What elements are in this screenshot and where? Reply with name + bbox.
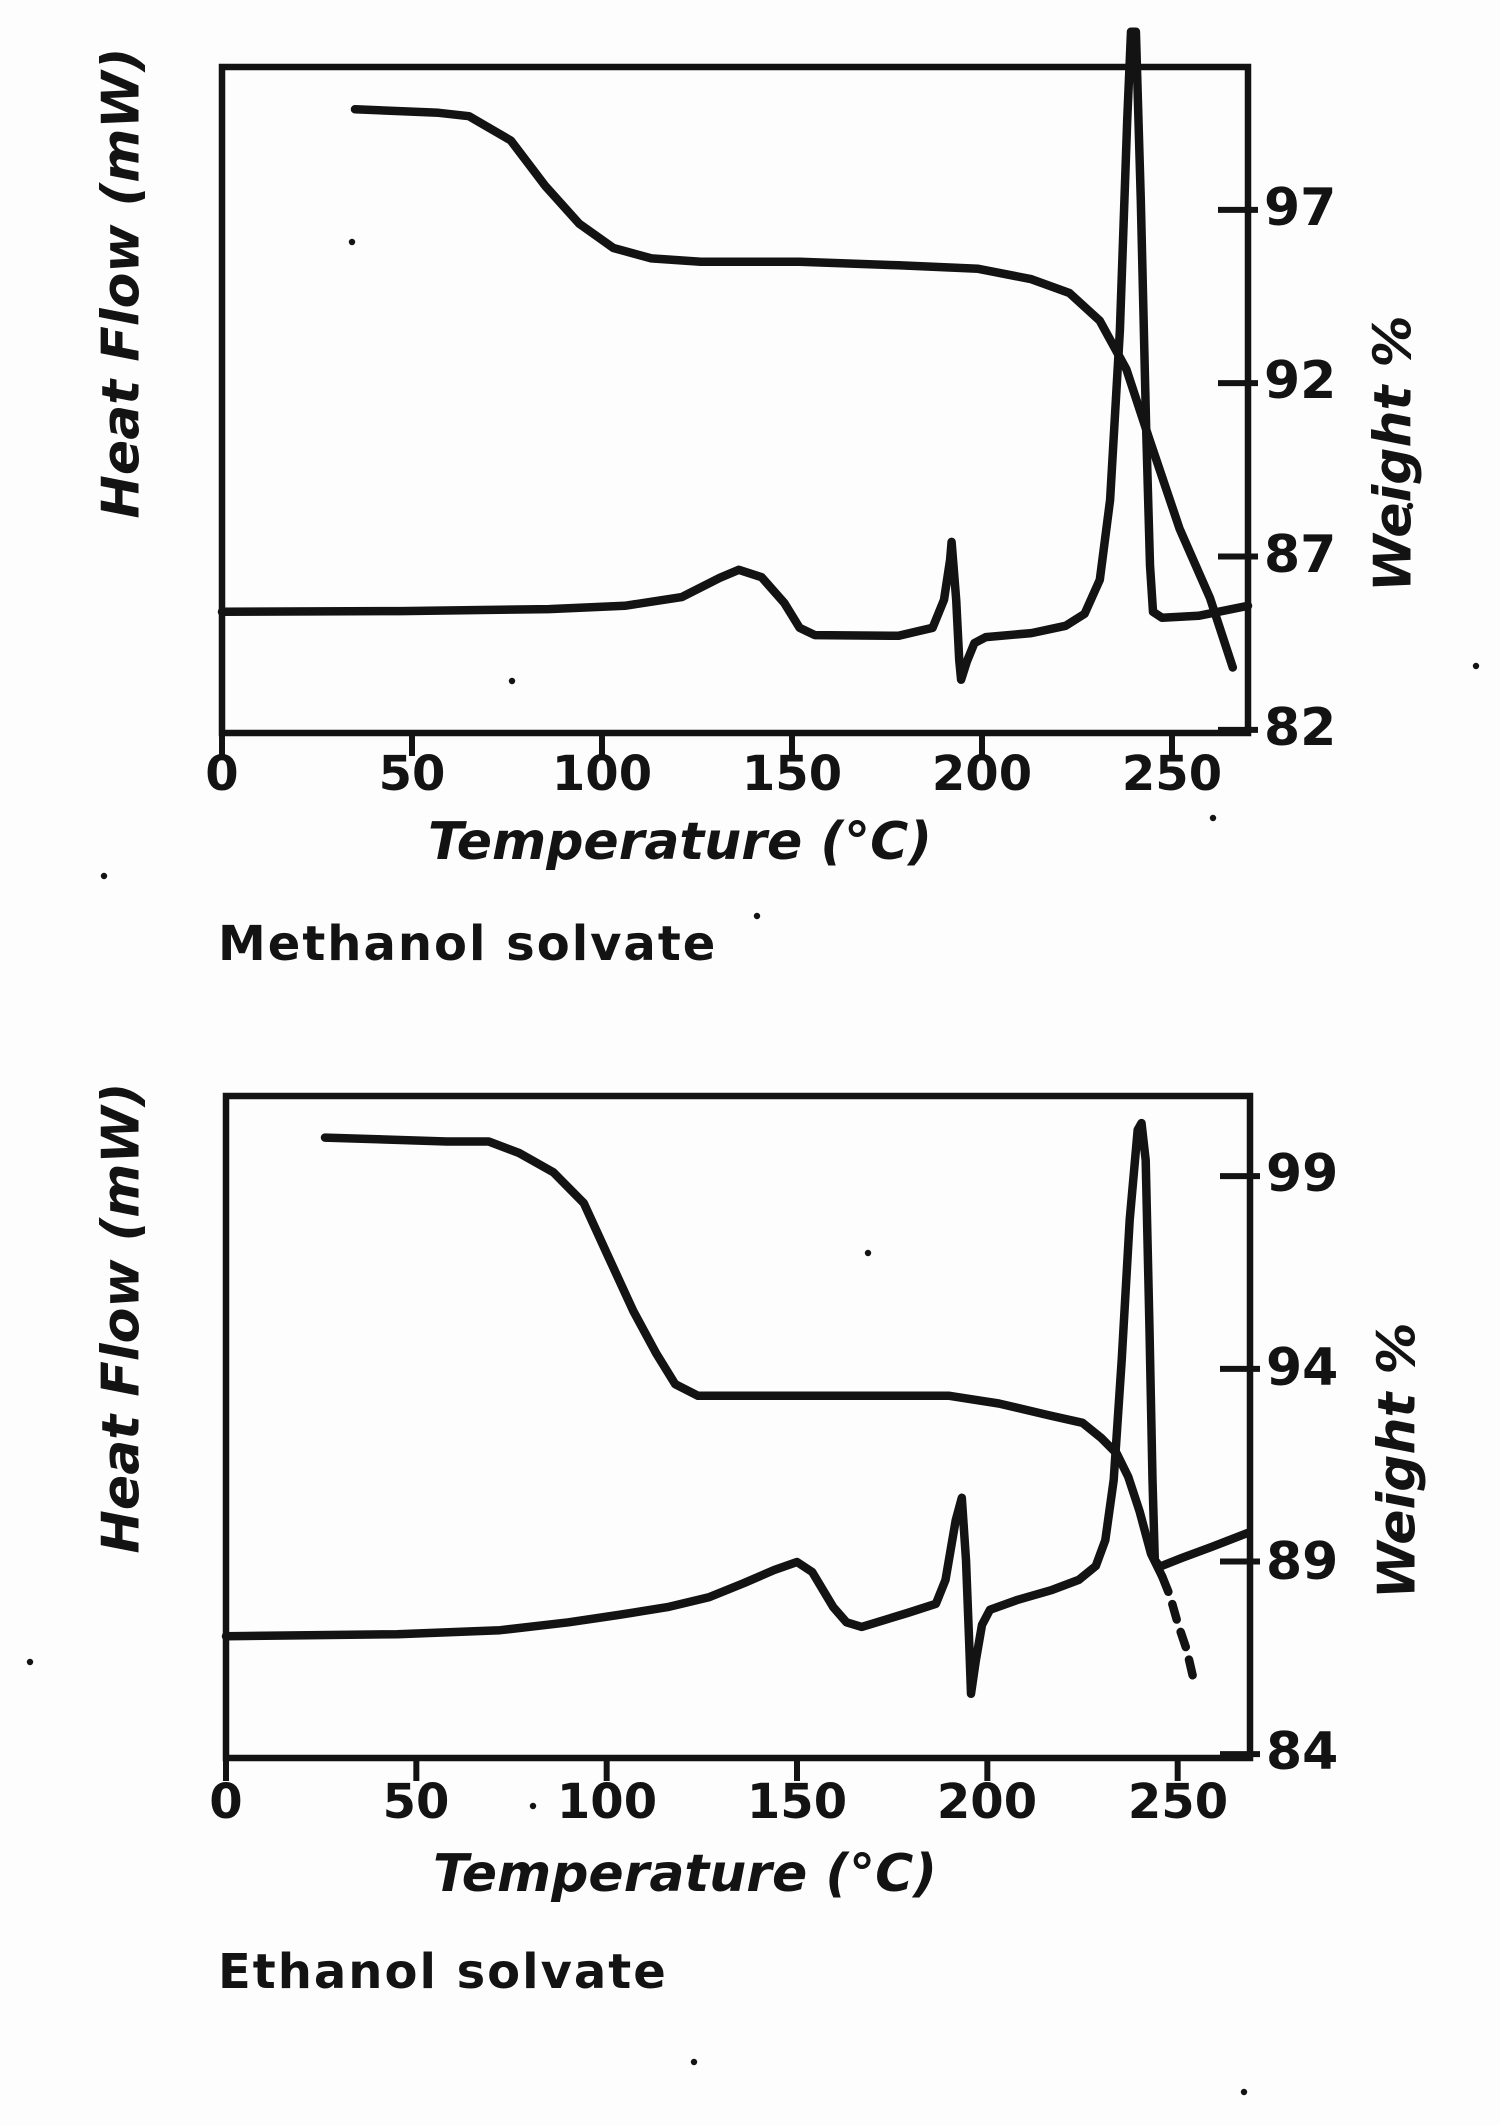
scan-speckle <box>100 872 108 880</box>
x-tick-label: 100 <box>556 1774 658 1830</box>
scan-speckle <box>690 2058 698 2066</box>
tga-curve <box>320 1133 1167 1582</box>
x-tick-label: 150 <box>746 1774 848 1830</box>
dsc-curve <box>221 1118 1252 1699</box>
scan-speckle <box>864 1249 872 1257</box>
x-tick-label: 0 <box>209 1774 243 1830</box>
x-tick-label: 200 <box>931 746 1033 802</box>
right-tick-label: 89 <box>1266 1532 1339 1592</box>
weight-axis-label-top: Weight % <box>1363 315 1424 592</box>
dsc-curve <box>217 27 1253 684</box>
tga-curve-dashed-tail <box>1158 1572 1200 1690</box>
right-tick-label: 82 <box>1264 698 1337 758</box>
plot-frame <box>218 63 1252 737</box>
right-tick-label: 97 <box>1264 178 1337 238</box>
x-tick-label: 150 <box>741 746 843 802</box>
x-tick-label: 50 <box>382 1774 450 1830</box>
scan-speckle <box>1472 662 1480 670</box>
heat-flow-axis-label-bottom: Heat Flow (mW) <box>91 1082 152 1554</box>
weight-axis-label-bottom: Weight % <box>1367 1322 1428 1599</box>
x-tick-label: 50 <box>378 746 446 802</box>
right-tick-label: 84 <box>1266 1722 1339 1782</box>
chart-caption-methanol: Methanol solvate <box>218 916 718 972</box>
plot-frame <box>222 1092 1254 1762</box>
scan-speckle <box>529 1802 537 1810</box>
temperature-axis-label-bottom: Temperature (°C) <box>432 1844 938 1904</box>
scan-speckle <box>508 677 516 685</box>
right-tick-label: 87 <box>1264 525 1337 585</box>
right-tick-label: 92 <box>1264 351 1337 411</box>
scan-speckle <box>348 238 356 246</box>
right-tick-label: 94 <box>1266 1338 1339 1398</box>
temperature-axis-label-top: Temperature (°C) <box>427 812 933 872</box>
x-tick-label: 250 <box>1127 1774 1229 1830</box>
heat-flow-axis-label-top: Heat Flow (mW) <box>91 47 152 519</box>
scan-speckle <box>753 912 761 920</box>
x-tick-label: 0 <box>205 746 239 802</box>
chart-caption-ethanol: Ethanol solvate <box>218 1944 668 2000</box>
scan-speckle <box>1406 502 1414 510</box>
scan-speckle <box>1240 2088 1248 2096</box>
x-tick-label: 200 <box>936 1774 1038 1830</box>
scan-speckle <box>1209 814 1217 822</box>
x-tick-label: 250 <box>1121 746 1223 802</box>
right-tick-label: 99 <box>1266 1144 1339 1204</box>
x-tick-label: 100 <box>551 746 653 802</box>
scan-speckle <box>26 1658 34 1666</box>
